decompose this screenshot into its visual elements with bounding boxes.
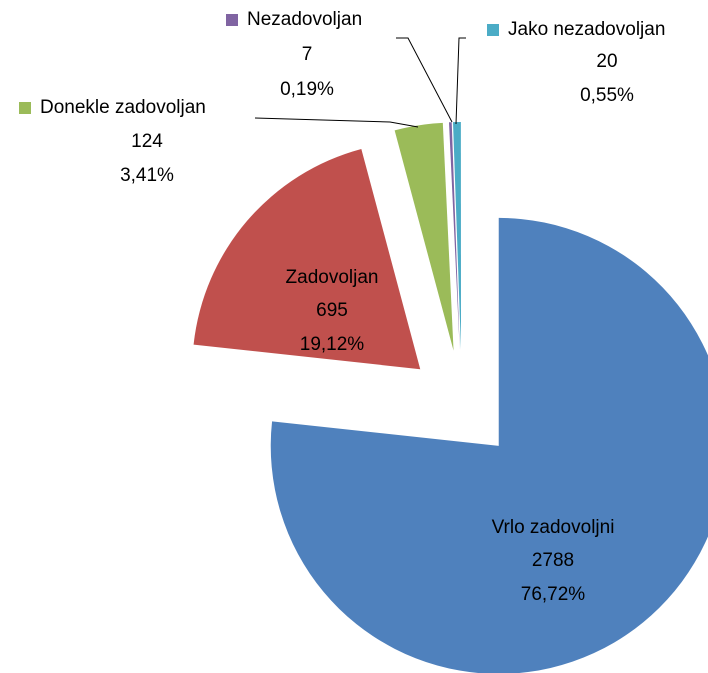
data-label-value: 7 (302, 44, 313, 65)
pie-slice (448, 122, 460, 351)
legend-swatch (226, 14, 238, 26)
data-label-value: 20 (596, 51, 617, 72)
data-label-percentage: 19,12% (300, 334, 365, 355)
leader-line (396, 37, 453, 123)
legend-swatch (487, 24, 499, 36)
leader-line (455, 37, 466, 125)
data-label-name: Jako nezadovoljan (508, 19, 665, 40)
pie-slice (193, 148, 421, 370)
data-label-value: 695 (316, 300, 348, 321)
data-label-value: 2788 (532, 550, 574, 571)
pie-slice (394, 122, 454, 351)
data-label-name: Zadovoljan (286, 267, 379, 288)
pie-slice (452, 122, 462, 351)
data-label-percentage: 76,72% (521, 584, 586, 605)
data-label-percentage: 0,55% (580, 85, 634, 106)
leader-line (254, 117, 419, 128)
data-label-percentage: 0,19% (280, 79, 334, 100)
data-label-percentage: 3,41% (120, 165, 174, 186)
data-label-name: Donekle zadovoljan (40, 97, 206, 118)
data-label-value: 124 (131, 131, 163, 152)
pie-slice (270, 217, 708, 673)
data-label-name: Vrlo zadovoljni (492, 517, 615, 538)
legend-swatch (19, 102, 31, 114)
data-label-name: Nezadovoljan (247, 9, 362, 30)
